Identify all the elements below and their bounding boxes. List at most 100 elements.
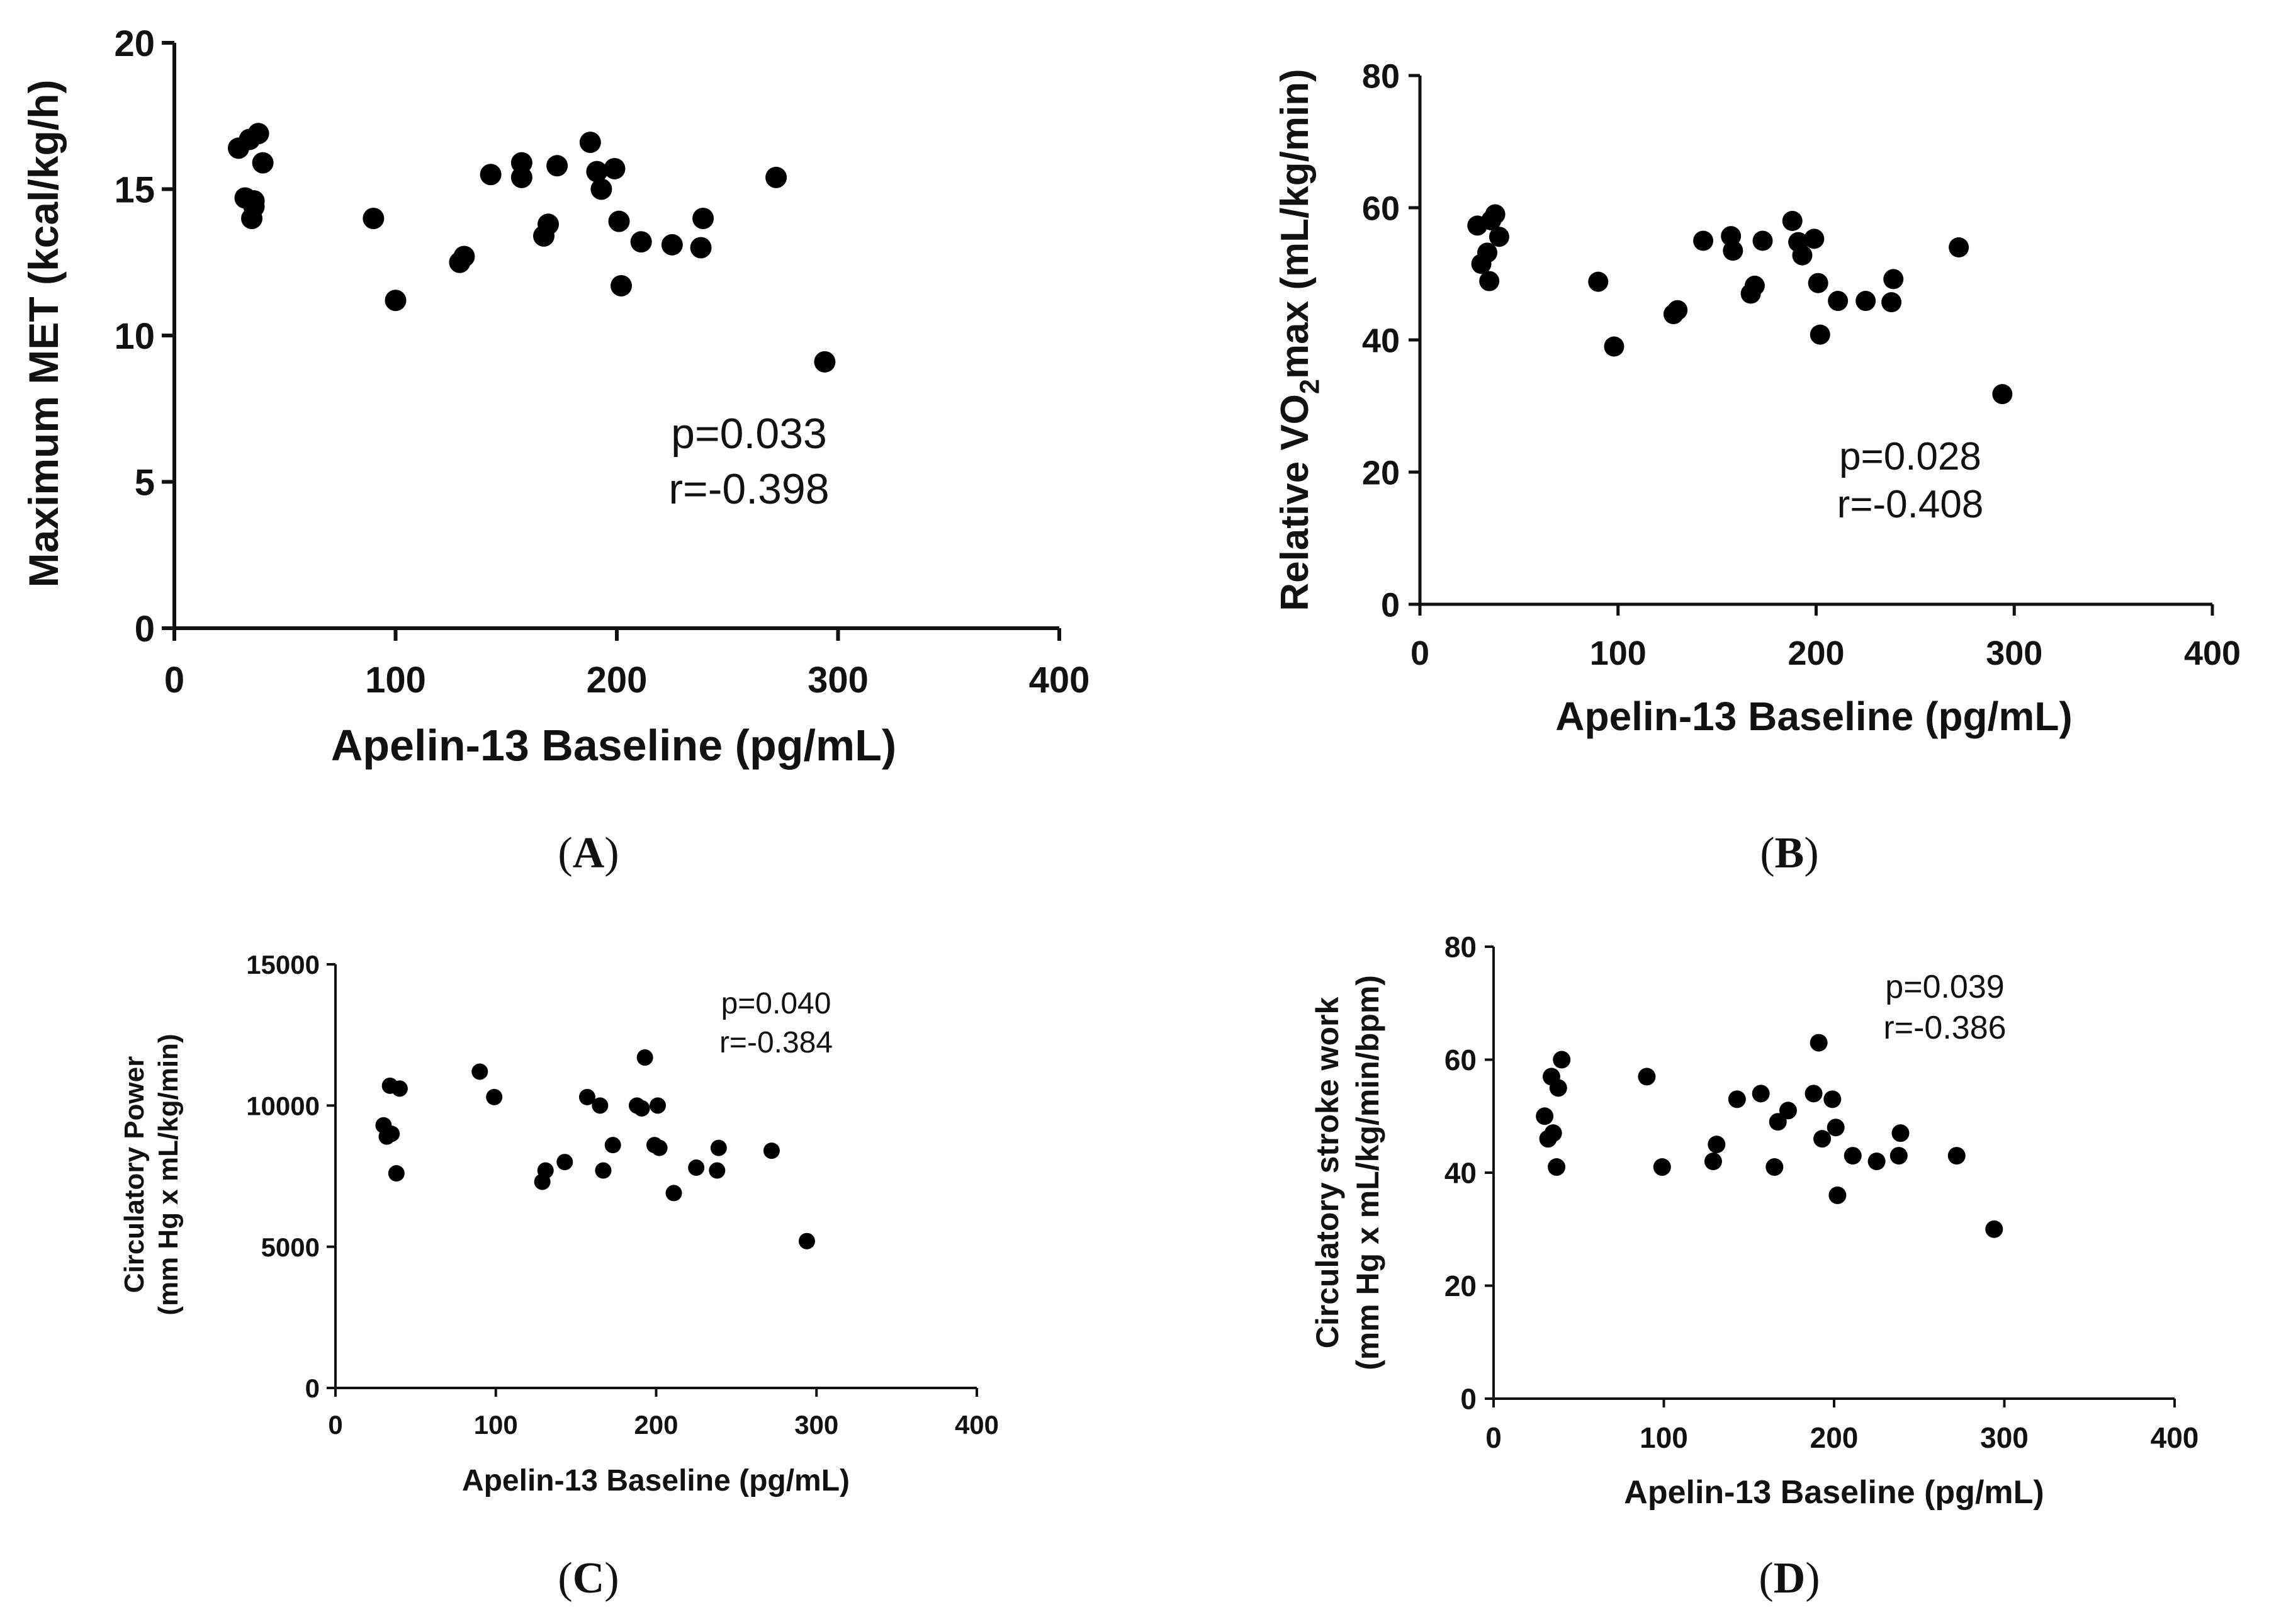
panel-d-chart: 0 100 200 300 400 0 20 40 60 80 Apelin-13 Baseline… <box>1310 931 2199 1603</box>
data-point <box>1808 273 1828 293</box>
data-point <box>1889 1147 1908 1165</box>
y-tick-label: 40 <box>1362 322 1400 359</box>
panel-label-open-paren: ( <box>1759 1554 1773 1603</box>
data-point <box>252 152 274 174</box>
data-point <box>1810 1034 1828 1052</box>
x-tick-label: 300 <box>1986 634 2042 672</box>
data-point <box>604 157 626 179</box>
data-point <box>1544 1124 1562 1142</box>
data-point <box>1844 1147 1862 1165</box>
data-point <box>1485 204 1506 225</box>
p-value-annotation: p=0.040 <box>721 987 831 1020</box>
data-point <box>1805 1085 1823 1103</box>
x-tick-label: 0 <box>1410 634 1429 672</box>
data-point <box>1769 1113 1787 1131</box>
y-axis-title-main: Relative VO <box>1273 394 1317 611</box>
data-point <box>538 213 560 235</box>
data-point <box>453 245 475 268</box>
data-point <box>630 231 652 253</box>
data-point <box>1810 324 1830 345</box>
panel-label-close-paren: ) <box>604 1554 619 1603</box>
data-point <box>471 1063 488 1080</box>
panel-label-letter: A <box>573 829 605 877</box>
y-axis-title-line: (mm Hg x mL/kg/min) <box>153 1034 184 1315</box>
data-point <box>586 161 608 183</box>
data-point <box>1855 291 1876 312</box>
data-point <box>388 1165 405 1182</box>
data-point <box>1708 1136 1726 1154</box>
y-tick-label: 60 <box>1362 189 1400 227</box>
y-tick-label: 0 <box>1381 586 1400 624</box>
data-point <box>688 1159 705 1176</box>
x-tick-label: 300 <box>794 1410 838 1440</box>
data-point <box>661 234 683 256</box>
data-point <box>1752 1085 1770 1103</box>
data-point <box>1553 1051 1571 1069</box>
data-point <box>1548 1158 1566 1176</box>
panel-label-close-paren: ) <box>604 829 619 877</box>
panel-label: (C) <box>558 1554 619 1603</box>
data-point <box>1883 269 1904 290</box>
data-point <box>1828 291 1849 312</box>
data-point <box>1653 1158 1671 1176</box>
data-point <box>690 237 712 259</box>
panel-c-chart: 0 100 200 300 400 0 5000 10000 15000 Apelin-13 Ba… <box>119 950 999 1603</box>
x-tick-label: 200 <box>1810 1421 1859 1454</box>
r-value-annotation: r=-0.408 <box>1837 483 1984 526</box>
p-value-annotation: p=0.028 <box>1839 435 1981 478</box>
x-tick-label: 100 <box>474 1410 518 1440</box>
data-point <box>650 1097 667 1114</box>
panel-b-chart: 0 100 200 300 400 0 20 40 60 80 Apelin-13 Baseline… <box>1273 57 2241 877</box>
data-point <box>692 208 714 229</box>
data-point <box>595 1162 612 1179</box>
data-point <box>1477 242 1498 263</box>
data-point <box>1804 228 1825 249</box>
data-point <box>765 166 787 188</box>
panel-label: (A) <box>558 829 619 877</box>
data-point <box>1744 275 1765 296</box>
y-axis-title-suffix: max (mL/kg/min) <box>1273 69 1317 379</box>
y-tick-label: 40 <box>1444 1157 1477 1190</box>
y-tick-label: 80 <box>1362 57 1400 95</box>
x-axis-title: Apelin-13 Baseline (pg/mL) <box>1624 1474 2044 1511</box>
panel-label-close-paren: ) <box>1804 829 1818 877</box>
y-tick-label: 0 <box>1460 1383 1477 1416</box>
y-tick-label: 10 <box>114 316 155 357</box>
data-point <box>1536 1107 1554 1125</box>
x-tick-label: 0 <box>328 1410 342 1440</box>
r-value-annotation: r=-0.398 <box>668 465 829 513</box>
data-point <box>480 164 502 186</box>
data-point <box>763 1142 780 1159</box>
data-point <box>1782 211 1803 231</box>
y-axis-title-main: Maximum MET (kcal/kg/h) <box>20 80 67 588</box>
data-point <box>486 1088 503 1105</box>
r-value-annotation: r=-0.386 <box>1883 1010 2006 1046</box>
panel-label-open-paren: ( <box>558 1554 572 1603</box>
y-tick-label: 60 <box>1444 1044 1477 1076</box>
y-tick-label: 20 <box>1444 1270 1477 1302</box>
x-tick-label: 400 <box>2184 634 2241 672</box>
data-point <box>611 274 633 296</box>
panel-label-open-paren: ( <box>1760 829 1774 877</box>
x-tick-label: 200 <box>1788 634 1844 672</box>
y-tick-label: 80 <box>1444 931 1477 964</box>
data-point <box>391 1080 408 1097</box>
x-axis-title: Apelin-13 Baseline (pg/mL) <box>1555 694 2072 739</box>
data-point <box>1549 1079 1567 1097</box>
data-point <box>1588 271 1609 292</box>
x-axis-title: Apelin-13 Baseline (pg/mL) <box>331 721 896 770</box>
data-point <box>1828 1186 1847 1204</box>
data-point <box>1881 292 1902 313</box>
y-tick-label: 20 <box>114 23 155 64</box>
y-axis-title-line: (mm Hg x mL/kg/min/bpm) <box>1350 975 1385 1370</box>
y-axis-title-line: Circulatory Power <box>119 1056 150 1294</box>
x-axis-title: Apelin-13 Baseline (pg/mL) <box>462 1464 850 1497</box>
data-point <box>1992 384 2013 405</box>
data-point <box>546 155 568 177</box>
x-tick-label: 400 <box>955 1410 999 1440</box>
y-tick-label: 5 <box>135 462 155 503</box>
x-tick-label: 400 <box>1029 660 1090 701</box>
data-point <box>1823 1090 1842 1108</box>
r-value-annotation: r=-0.384 <box>719 1026 833 1059</box>
